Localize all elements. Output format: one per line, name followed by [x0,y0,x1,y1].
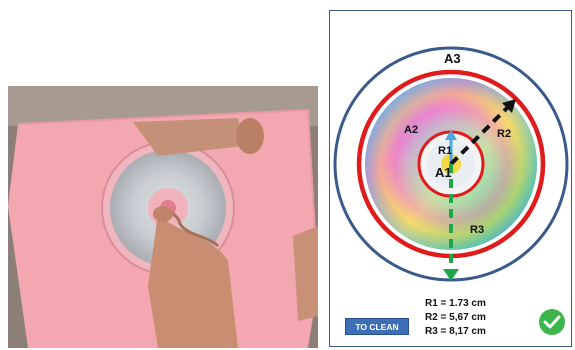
to-clean-button[interactable]: TO CLEAN [345,318,409,335]
arrow-r2 [449,105,510,166]
label-a3: A3 [444,51,461,66]
measurement-panel: A3 A2 R2 R1 A1 R3 R1 = 1.73 cm R2 = 5,67… [329,10,572,347]
measurement-r2: R2 = 5,67 cm [425,312,486,323]
cd-diagram [333,46,569,282]
label-a2: A2 [404,124,419,136]
cd-photo [8,86,318,348]
measurement-r3: R3 = 8,17 cm [425,326,486,337]
label-a1: A1 [435,165,452,180]
label-r2: R2 [497,128,512,140]
measurements: R1 = 1.73 cm R2 = 5,67 cm R3 = 8,17 cm [425,297,486,339]
label-r3: R3 [470,224,485,236]
check-icon[interactable] [538,308,566,336]
label-r1: R1 [438,145,453,157]
measurement-r1: R1 = 1.73 cm [425,298,486,309]
